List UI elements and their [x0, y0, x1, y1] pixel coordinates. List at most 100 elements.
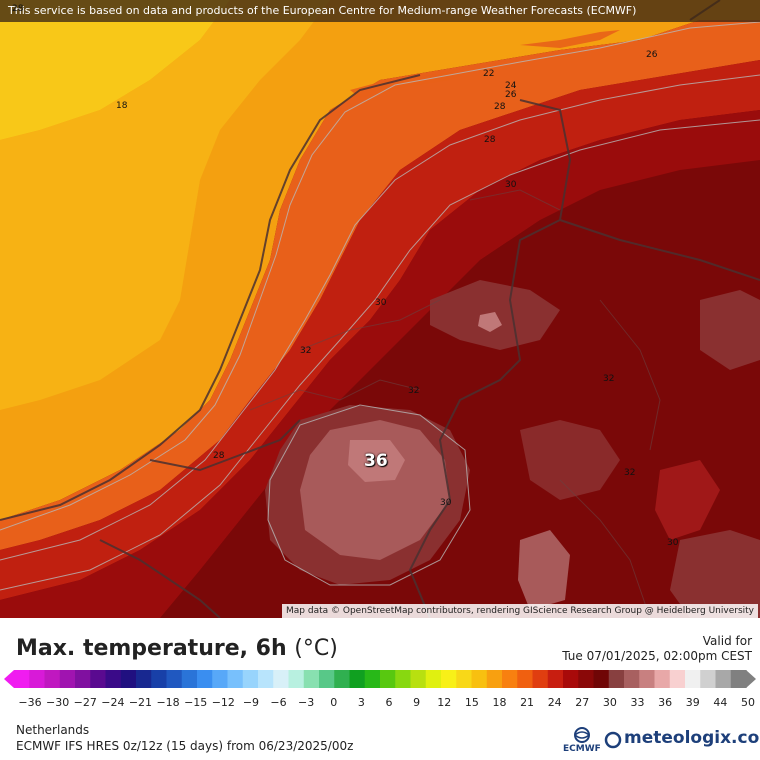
scale-swatch [75, 670, 91, 688]
valid-for-label: Valid for [702, 634, 752, 648]
scale-swatch [425, 670, 442, 688]
contour-label: 30 [375, 298, 387, 308]
scale-swatch [517, 670, 534, 688]
scale-tick-label: 27 [575, 696, 590, 709]
scale-swatch [303, 670, 320, 688]
scale-tick-label: 15 [464, 696, 479, 709]
scale-swatch [395, 670, 412, 688]
scale-swatch [654, 670, 671, 688]
scale-swatch [700, 670, 717, 688]
contour-label: 28 [484, 135, 496, 145]
scale-swatch [486, 670, 503, 688]
valid-date: Tue 07/01/2025, 02:00pm CEST [562, 649, 752, 663]
scale-swatch [532, 670, 549, 688]
model-info: ECMWF IFS HRES 0z/12z (15 days) from 06/… [16, 739, 354, 753]
color-scale-bar [4, 670, 756, 688]
scale-tick-label: −15 [184, 696, 208, 709]
scale-swatch [151, 670, 168, 688]
chart-title: Max. temperature, 6h (°C) [16, 636, 338, 661]
scale-tick-label: 12 [437, 696, 452, 709]
meteologix-brand-link[interactable]: meteologix.com [606, 728, 760, 748]
ecmwf-logo-icon [574, 727, 590, 743]
scale-tick-label: −12 [211, 696, 235, 709]
scale-tick-label: 24 [547, 696, 562, 709]
scale-arrow-high [746, 670, 756, 688]
scale-tick-label: −36 [18, 696, 42, 709]
scale-tick-label: 3 [357, 696, 365, 709]
scale-swatch [715, 670, 732, 688]
scale-swatch [288, 670, 305, 688]
scale-swatch [349, 670, 366, 688]
scale-swatch [334, 670, 351, 688]
scale-tick-label: −18 [156, 696, 180, 709]
scale-swatch [227, 670, 244, 688]
scale-tick-label: 39 [685, 696, 700, 709]
title-text: Max. temperature, 6h [16, 636, 287, 661]
scale-swatch [608, 670, 625, 688]
contour-label: 30 [505, 180, 517, 190]
scale-swatch [29, 670, 46, 688]
scale-swatch [90, 670, 107, 688]
scale-swatch [578, 670, 595, 688]
scale-swatch [197, 670, 213, 688]
contour-label: 30 [667, 538, 679, 548]
contour-label: 32 [300, 346, 312, 356]
scale-swatch [120, 670, 137, 688]
scale-tick-label: −6 [270, 696, 287, 709]
scale-swatch [380, 670, 396, 688]
contour-label: 26 [646, 50, 658, 60]
contour-label: 30 [440, 498, 452, 508]
scale-swatch [410, 670, 427, 688]
scale-swatch [685, 670, 701, 688]
scale-swatch [242, 670, 259, 688]
scale-swatch [502, 670, 518, 688]
scale-swatch [441, 670, 457, 688]
contour-label: 26 [505, 90, 517, 100]
contour-label: 32 [624, 468, 636, 478]
scale-swatch [669, 670, 686, 688]
scale-tick-label: 36 [658, 696, 673, 709]
title-unit: (°C) [294, 636, 338, 661]
scale-swatch [136, 670, 152, 688]
scale-tick-label: −27 [73, 696, 97, 709]
scale-tick-label: 21 [520, 696, 535, 709]
scale-tick-label: −21 [128, 696, 153, 709]
scale-tick-label: −3 [298, 696, 315, 709]
brand-text: meteologix.com [624, 728, 760, 748]
meteologix-icon [604, 731, 622, 749]
scale-swatch [181, 670, 198, 688]
scale-swatch [44, 670, 61, 688]
scale-swatch [639, 670, 656, 688]
scale-tick-label: 30 [602, 696, 617, 709]
scale-tick-label: 0 [330, 696, 338, 709]
scale-swatch [105, 670, 122, 688]
contour-label: 22 [483, 69, 495, 79]
scale-swatch [456, 670, 473, 688]
scale-swatch [59, 670, 76, 688]
scale-arrow-low [4, 670, 14, 688]
scale-swatch [273, 670, 290, 688]
scale-swatch [730, 670, 747, 688]
region-name: Netherlands [16, 723, 90, 737]
scale-swatch [563, 670, 579, 688]
contour-label: 18 [116, 101, 128, 111]
ecmwf-logo-text: ECMWF [563, 744, 601, 754]
color-scale-ticks: −36 −30 −27 −24 −21 −18 −15 −12 −9 −6 −3 0 3 6 9 12 15 18… [0, 696, 760, 710]
contour-label: 28 [12, 4, 24, 14]
scale-swatch [258, 670, 274, 688]
scale-swatch [471, 670, 488, 688]
scale-swatch [547, 670, 564, 688]
scale-tick-label: 6 [385, 696, 393, 709]
scale-swatch [14, 670, 30, 688]
scale-swatch [319, 670, 335, 688]
scale-swatch [212, 670, 229, 688]
contour-label: 28 [494, 102, 506, 112]
contour-label: 32 [408, 386, 420, 396]
scale-tick-label: −30 [46, 696, 70, 709]
max-temperature-label: 36 [364, 451, 388, 471]
scale-tick-label: −24 [101, 696, 125, 709]
scale-tick-label: 9 [413, 696, 421, 709]
scale-tick-label: 18 [492, 696, 507, 709]
scale-tick-label: 44 [713, 696, 728, 709]
weather-map[interactable]: This service is based on data and produc… [0, 0, 760, 618]
